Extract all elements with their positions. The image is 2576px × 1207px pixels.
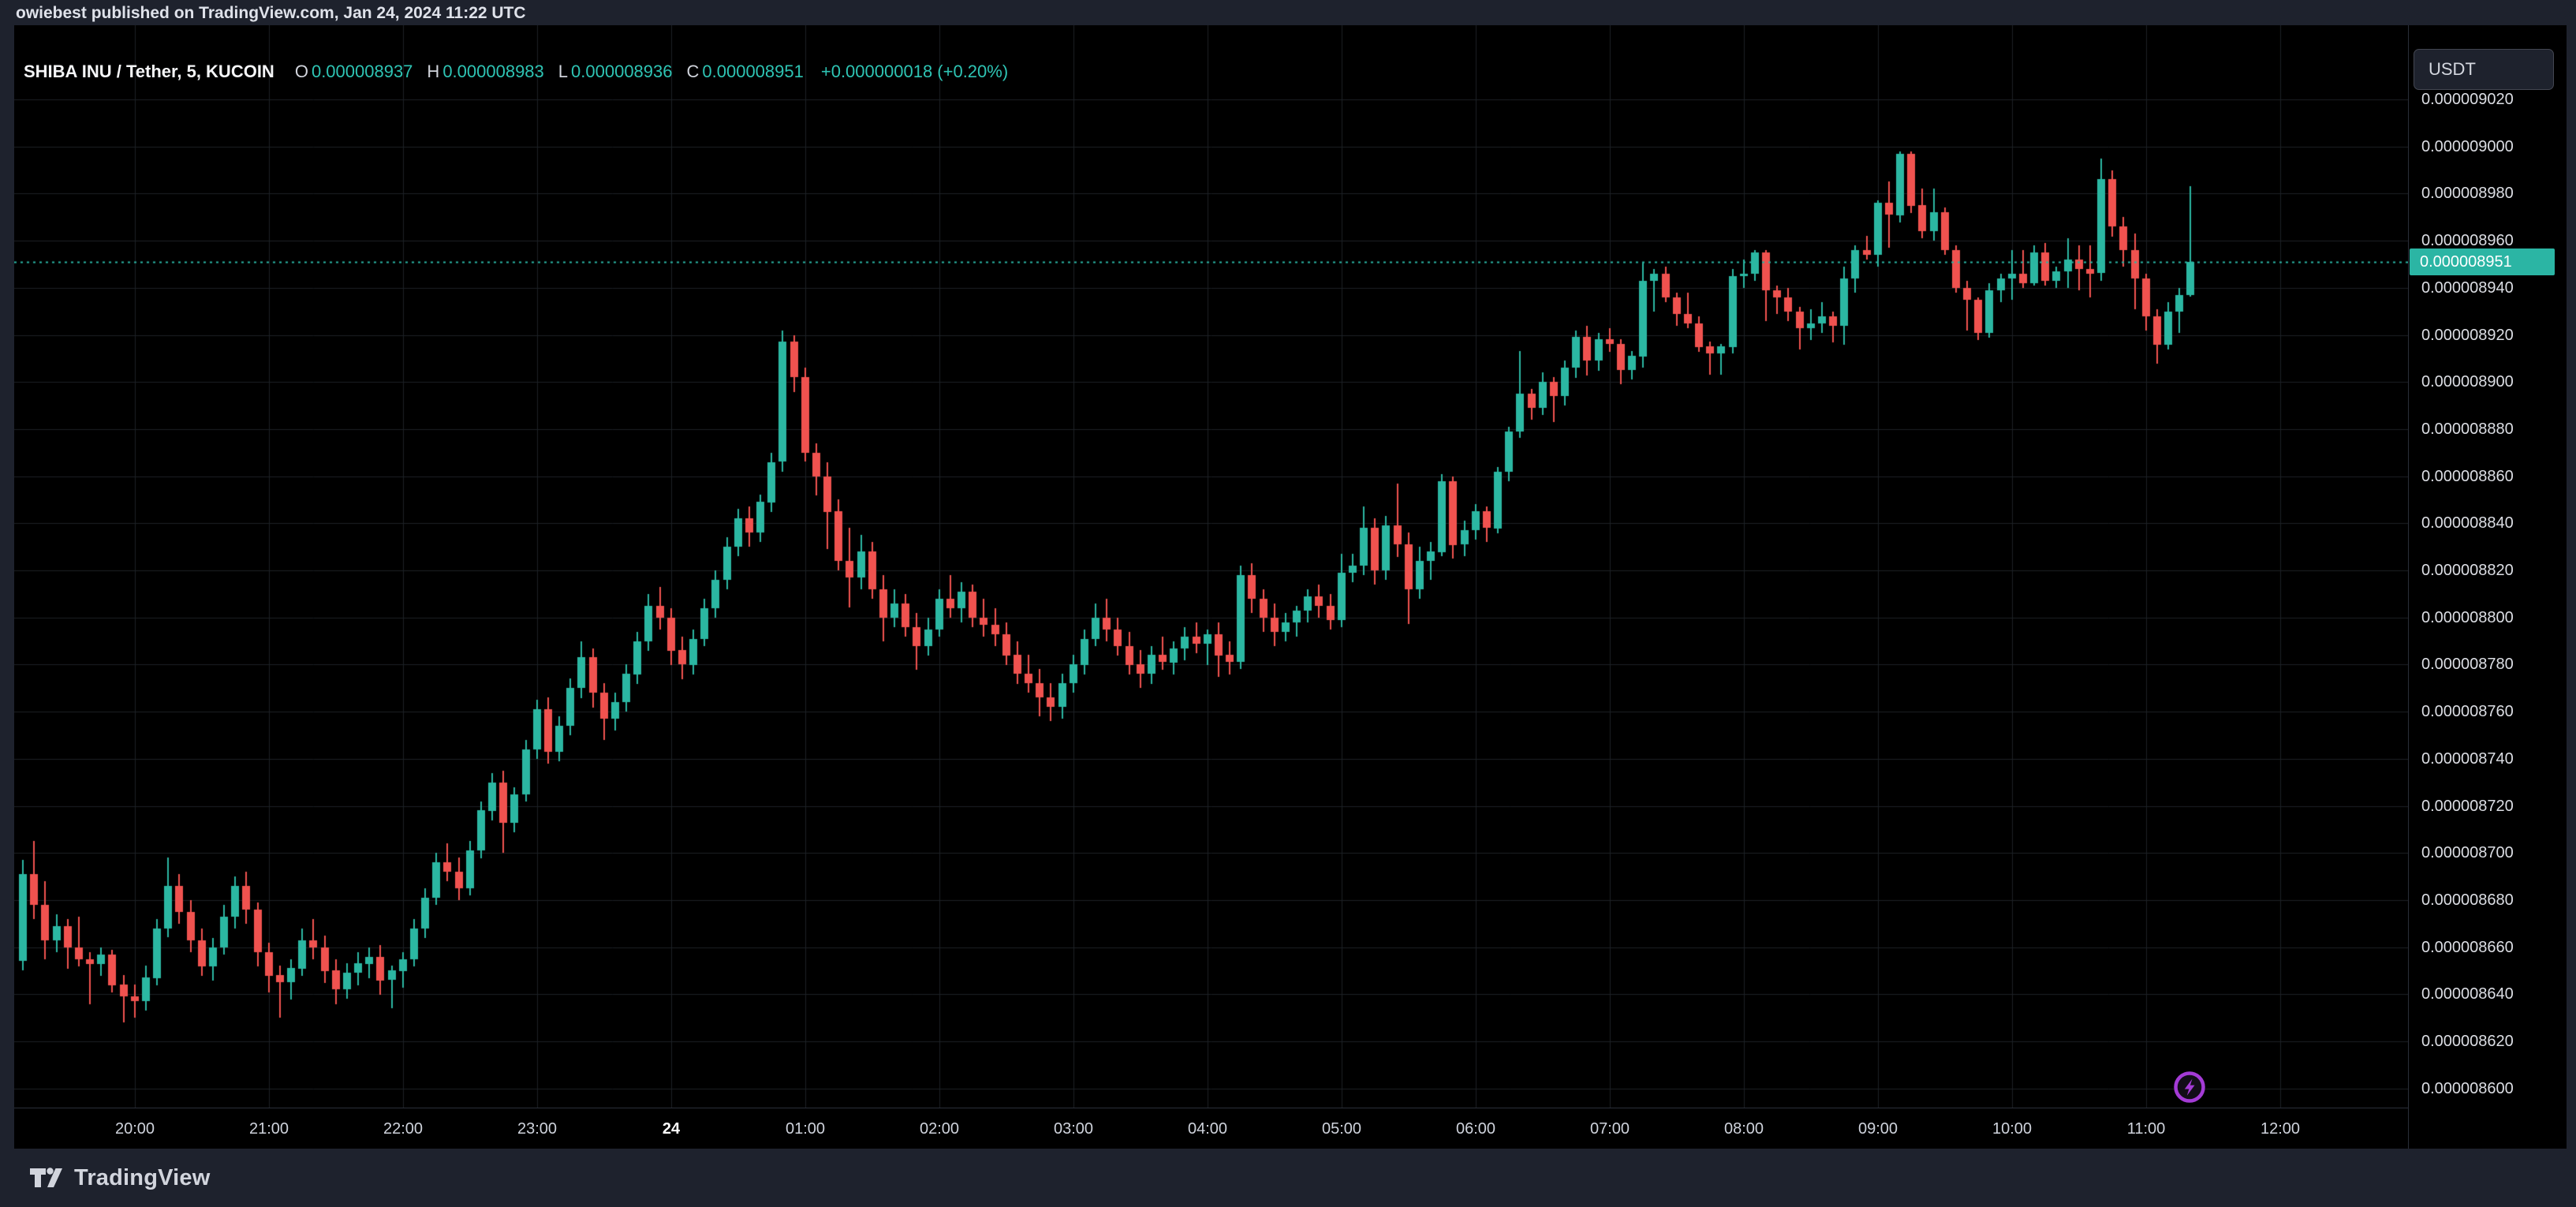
time-tick-label: 06:00	[1455, 1120, 1496, 1138]
footer-bar: TradingView	[0, 1149, 2576, 1207]
price-tick-label: 0.000008800	[2421, 608, 2514, 626]
time-tick-label: 24	[662, 1120, 681, 1138]
price-tick-label: 0.000009000	[2421, 137, 2514, 155]
time-tick-label: 21:00	[248, 1120, 289, 1138]
price-tick-label: 0.000008940	[2421, 278, 2514, 297]
time-tick-label: 03:00	[1053, 1120, 1094, 1138]
last-price-badge: 0.000008951	[2410, 248, 2555, 275]
price-tick-label: 0.000008720	[2421, 797, 2514, 815]
price-tick-label: 0.000008760	[2421, 703, 2514, 721]
chart-panel: SHIBA INU / Tether, 5, KUCOIN O 0.0000089…	[14, 25, 2567, 1149]
price-tick-label: 0.000008640	[2421, 985, 2514, 1003]
price-tick-label: 0.000009020	[2421, 91, 2514, 108]
ohlc-item: C 0.000008951	[686, 62, 804, 81]
tradingview-wordmark: TradingView	[74, 1164, 211, 1190]
price-tick-label: 0.000008600	[2421, 1079, 2514, 1097]
time-tick-label: 20:00	[114, 1120, 155, 1138]
price-tick-label: 0.000008840	[2421, 514, 2514, 532]
price-tick-label: 0.000008820	[2421, 562, 2514, 579]
price-tick-label: 0.000008620	[2421, 1033, 2514, 1050]
price-tick-label: 0.000008780	[2421, 656, 2514, 674]
time-tick-label: 04:00	[1187, 1120, 1228, 1138]
symbol-title: SHIBA INU / Tether, 5, KUCOIN	[24, 62, 274, 81]
time-tick-label: 22:00	[383, 1120, 424, 1138]
price-tick-label: 0.000008680	[2421, 891, 2514, 909]
tradingview-logo-icon[interactable]	[28, 1162, 63, 1194]
price-tick-label: 0.000008740	[2421, 749, 2514, 768]
time-tick-label: 10:00	[1992, 1120, 2033, 1138]
top-attribution-bar: owiebest published on TradingView.com, J…	[0, 0, 2576, 25]
price-tick-label: 0.000008660	[2421, 938, 2514, 956]
time-tick-label: 01:00	[785, 1120, 826, 1138]
ohlc-item: L 0.000008936	[558, 62, 673, 81]
symbol-legend: SHIBA INU / Tether, 5, KUCOIN O 0.0000089…	[24, 60, 1008, 84]
lightning-bolt-icon	[2184, 1078, 2195, 1096]
price-tick-label: 0.000008980	[2421, 185, 2514, 203]
time-tick-label: 09:00	[1857, 1120, 1898, 1138]
candlestick-canvas[interactable]	[14, 25, 2408, 1108]
currency-toggle-button[interactable]: USDT	[2414, 49, 2554, 90]
price-tick-label: 0.000008880	[2421, 420, 2514, 438]
price-tick-label: 0.000008700	[2421, 844, 2514, 862]
lightning-button[interactable]	[2171, 1069, 2208, 1105]
time-tick-label: 05:00	[1321, 1120, 1362, 1138]
price-tick-label: 0.000008900	[2421, 373, 2514, 391]
price-tick-label: 0.000008960	[2421, 232, 2514, 250]
time-tick-label: 08:00	[1723, 1120, 1764, 1138]
price-tick-label: 0.000008920	[2421, 326, 2514, 344]
attribution-text: owiebest published on TradingView.com, J…	[16, 4, 526, 22]
price-tick-label: 0.000008860	[2421, 467, 2514, 485]
price-axis[interactable]: 0.000009020 0.000009000 0.000008980 0.00000…	[2408, 25, 2567, 1149]
time-tick-label: 07:00	[1589, 1120, 1630, 1138]
ohlc-item: O 0.000008937	[294, 62, 413, 81]
ohlc-item: H 0.000008983	[427, 62, 544, 81]
time-tick-label: 02:00	[919, 1120, 960, 1138]
change-value: +0.000000018 (+0.20%)	[820, 62, 1009, 81]
time-tick-label: 12:00	[2260, 1120, 2301, 1138]
time-tick-label: 23:00	[517, 1120, 558, 1138]
ohlc-values: O 0.000008937 H 0.000008983 L 0.000008936 C 0.0…	[295, 62, 818, 82]
time-tick-label: 11:00	[2126, 1120, 2166, 1138]
time-axis[interactable]: 20:00 21:00 22:00 23:00 24 01:00 02:00 03:00 04:…	[14, 1108, 2408, 1149]
